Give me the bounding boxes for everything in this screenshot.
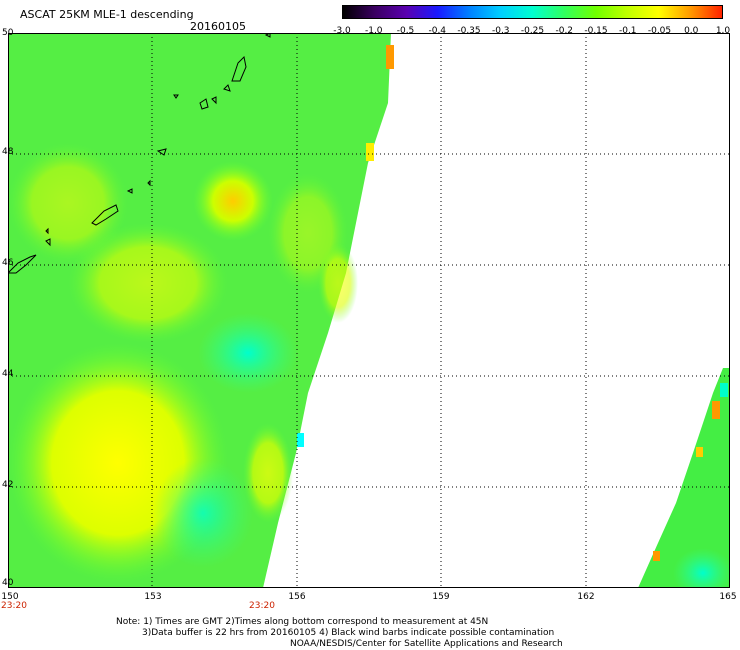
graticule (8, 33, 730, 588)
lat-label-42: 42 (2, 480, 14, 490)
swath-left (8, 33, 394, 588)
lat-label-40: 40 (2, 578, 14, 588)
colorbar-tick-label: -0.15 (584, 26, 608, 36)
colorbar-tick-label: -0.3 (491, 26, 510, 36)
lon-label-165: 165 (719, 592, 737, 602)
lon-label-162: 162 (577, 592, 595, 602)
lat-label-46: 46 (2, 258, 14, 268)
lon-label-153: 153 (144, 592, 162, 602)
colorbar-tick-label: -0.1 (618, 26, 637, 36)
colorbar-tick-label: -0.05 (647, 26, 672, 36)
swath-map (8, 33, 730, 588)
map-date: 20160105 (190, 20, 246, 33)
lat-label-48: 48 (2, 147, 14, 157)
note-line-1: Note: 1) Times are GMT 2)Times along bot… (116, 617, 489, 627)
time-label-left: 23:20 (1, 601, 27, 611)
swath-right (638, 368, 730, 588)
lon-label-156: 156 (288, 592, 306, 602)
colorbar-tick-label: -0.5 (396, 26, 415, 36)
colorbar-tick-label: -0.25 (520, 26, 545, 36)
note-line-3: NOAA/NESDIS/Center for Satellite Applica… (290, 639, 563, 649)
colorbar-tick-label: -1.0 (364, 26, 383, 36)
colorbar-tick-label: -0.4 (428, 26, 447, 36)
lon-label-150: 150 (1, 592, 19, 602)
time-label-mid: 23:20 (249, 601, 275, 611)
colorbar-tick-label: -0.35 (457, 26, 481, 36)
coastline (8, 33, 271, 274)
colorbar-gradient (343, 6, 722, 18)
colorbar-tick-label: 1.0 (715, 26, 731, 36)
map-title: ASCAT 25KM MLE-1 descending (20, 8, 194, 21)
lon-label-159: 159 (432, 592, 450, 602)
colorbar-tick-label: -3.0 (333, 26, 351, 36)
colorbar-tick-label: -0.2 (555, 26, 574, 36)
note-line-2: 3)Data buffer is 22 hrs from 20160105 4)… (142, 628, 555, 638)
colorbar (342, 5, 723, 19)
lat-label-50: 50 (2, 28, 14, 38)
lat-label-44: 44 (2, 369, 14, 379)
colorbar-tick-label: 0.0 (684, 26, 699, 36)
